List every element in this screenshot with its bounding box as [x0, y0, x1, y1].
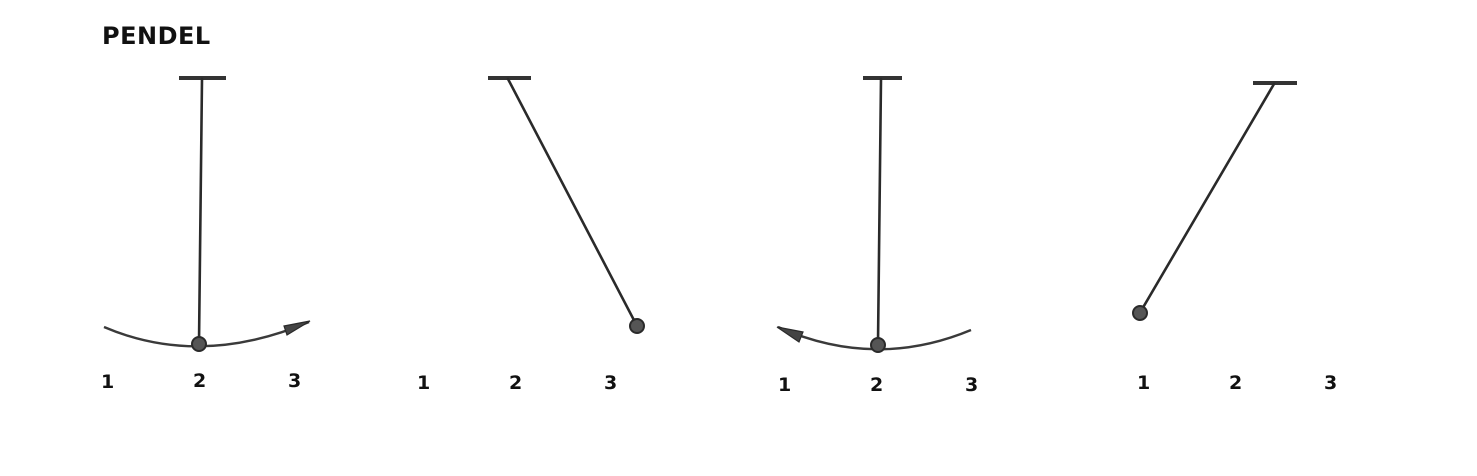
- motion-arrow-right: [283, 320, 311, 336]
- pendulum-panel-4: 1 2 3: [1132, 81, 1337, 394]
- pendulum-rod: [876, 77, 883, 345]
- position-label-2: 2: [1229, 372, 1242, 394]
- pendulum-bob: [870, 337, 886, 353]
- position-label-1: 1: [778, 374, 791, 396]
- pendulum-panel-2: 1 2 3: [417, 76, 645, 394]
- pendulum-rod: [506, 77, 638, 326]
- position-label-1: 1: [417, 372, 430, 394]
- pendulum-bob: [191, 336, 207, 352]
- pendulum-panel-3: 1 2 3: [776, 76, 978, 396]
- position-label-3: 3: [1324, 372, 1337, 394]
- pendulum-rod: [197, 77, 204, 345]
- position-label-2: 2: [193, 370, 206, 392]
- position-label-2: 2: [509, 372, 522, 394]
- pendulum-bob: [629, 318, 645, 334]
- pendulum-bob: [1132, 305, 1148, 321]
- position-label-3: 3: [965, 374, 978, 396]
- position-label-3: 3: [604, 372, 617, 394]
- position-label-2: 2: [870, 374, 883, 396]
- motion-arrow-left: [776, 326, 804, 343]
- pendulum-panel-1: 1 2 3: [101, 76, 311, 393]
- pendulum-rod: [1139, 82, 1276, 313]
- position-label-1: 1: [1137, 372, 1150, 394]
- position-label-3: 3: [288, 370, 301, 392]
- figure-title: PENDEL: [102, 22, 211, 50]
- position-label-1: 1: [101, 371, 114, 393]
